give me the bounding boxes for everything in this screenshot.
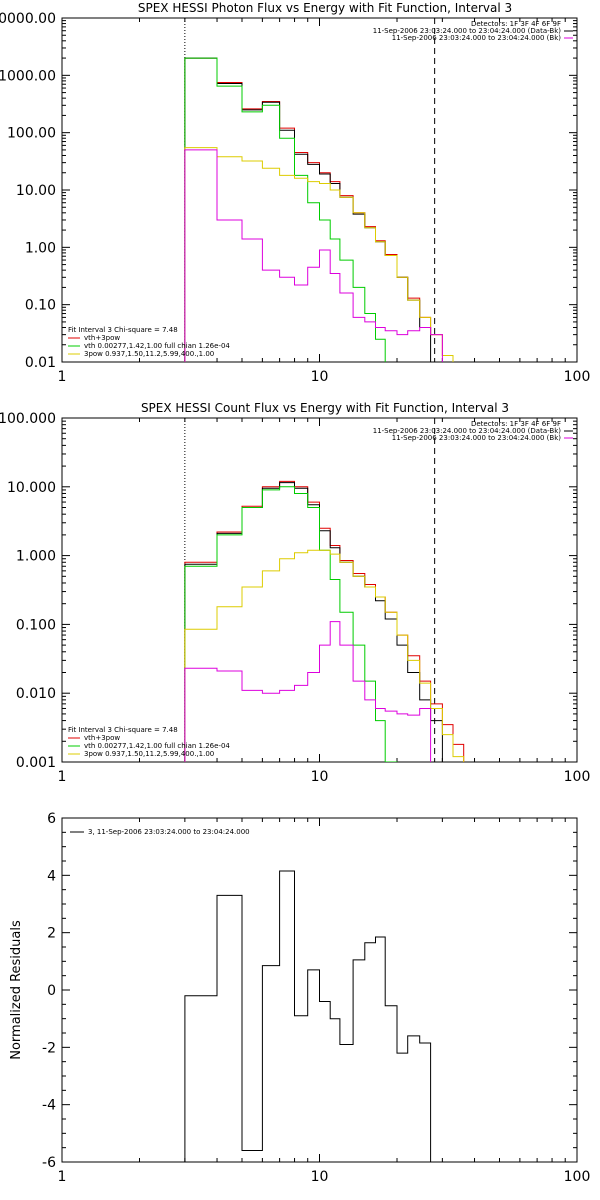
x-tick-label: 10 xyxy=(311,369,329,385)
y-tick-label: 100.000 xyxy=(0,411,56,427)
series-line-0 xyxy=(184,870,442,1162)
y-tick-label: 1.000 xyxy=(16,549,56,565)
series-line-4 xyxy=(184,621,465,762)
x-tick-label: 10 xyxy=(311,1169,329,1185)
series-line-4 xyxy=(184,149,465,362)
legend-label: vth 0.00277,1.42,1.00 full chian 1.26e-0… xyxy=(84,742,230,750)
y-tick-label: 0.010 xyxy=(16,686,56,702)
y-tick-label: 100.00 xyxy=(7,126,56,142)
y-tick-label: 6 xyxy=(47,811,56,827)
plot-frame xyxy=(61,17,578,363)
count-chart-title: SPEX HESSI Count Flux vs Energy with Fit… xyxy=(141,401,509,415)
x-tick-label: 1 xyxy=(58,769,67,785)
y-tick-label: -2 xyxy=(42,1040,56,1056)
y-tick-label: 4 xyxy=(47,868,56,884)
series-line-3 xyxy=(184,549,465,762)
legend-label: 3pow 0.937,1.50,11.2,5.99,400.,1.00 xyxy=(84,350,214,358)
x-tick-label: 100 xyxy=(564,1169,591,1185)
legend-label: vth+3pow xyxy=(84,334,120,342)
x-tick-label: 1 xyxy=(58,1169,67,1185)
y-tick-label: 10.000 xyxy=(7,480,56,496)
y-tick-label: 10000.00 xyxy=(0,11,56,27)
header-line: Detectors: 1F 3F 4F 6F 9F xyxy=(471,20,561,28)
residual-y-axis-label: Normalized Residuals xyxy=(9,920,24,1060)
x-tick-label: 10 xyxy=(311,769,329,785)
chart-residuals: Normalized Residuals 1 10 100 -6 -4 -2 0 2 4 6 3, … xyxy=(9,811,590,1185)
series-line-2 xyxy=(184,486,465,762)
legend-title: Fit Interval 3 Chi-square = 7.48 xyxy=(68,726,178,734)
series-line-3 xyxy=(184,147,465,362)
y-tick-label: 0.10 xyxy=(25,298,56,314)
y-tick-label: 0.100 xyxy=(16,617,56,633)
chart-count-flux: SPEX HESSI Count Flux vs Energy with Fit… xyxy=(0,401,591,785)
x-tick-label: 100 xyxy=(564,369,591,385)
series-line-1 xyxy=(184,482,465,762)
y-tick-label: 10.00 xyxy=(16,183,56,199)
x-tick-label: 1 xyxy=(58,369,67,385)
y-tick-label: -4 xyxy=(42,1098,56,1114)
series-line-2 xyxy=(184,57,465,362)
legend-label: 3, 11-Sep-2006 23:03:24.000 to 23:04:24.… xyxy=(88,828,250,836)
legend-label: 3pow 0.937,1.50,11.2,5.99,400.,1.00 xyxy=(84,750,214,758)
header-line: 11-Sep-2006 23:03:24.000 to 23:04:24.000… xyxy=(392,434,562,442)
y-tick-label: 0 xyxy=(47,983,56,999)
y-tick-label: 1.00 xyxy=(25,240,56,256)
photon-chart-title: SPEX HESSI Photon Flux vs Energy with Fi… xyxy=(138,1,512,15)
y-tick-label: 0.01 xyxy=(25,355,56,371)
legend-title: Fit Interval 3 Chi-square = 7.48 xyxy=(68,326,178,334)
header-line: 11-Sep-2006 23:03:24.000 to 23:04:24.000… xyxy=(373,27,562,35)
y-tick-label: 0.001 xyxy=(16,755,56,771)
header-line: 11-Sep-2006 23:03:24.000 to 23:04:24.000… xyxy=(373,427,562,435)
x-tick-label: 100 xyxy=(564,769,591,785)
legend-label: vth 0.00277,1.42,1.00 full chian 1.26e-0… xyxy=(84,342,230,350)
header-line: Detectors: 1F 3F 4F 6F 9F xyxy=(471,420,561,428)
chart-photon-flux: SPEX HESSI Photon Flux vs Energy with Fi… xyxy=(0,1,591,385)
series-line-1 xyxy=(184,57,465,362)
legend-label: vth+3pow xyxy=(84,734,120,742)
header-line: 11-Sep-2006 23:03:24.000 to 23:04:24.000… xyxy=(392,34,562,42)
y-tick-label: -6 xyxy=(42,1155,56,1171)
y-tick-label: 2 xyxy=(47,926,56,942)
series-line-0 xyxy=(184,480,465,762)
y-tick-label: 1000.00 xyxy=(0,68,56,84)
plot-frame xyxy=(61,417,578,763)
